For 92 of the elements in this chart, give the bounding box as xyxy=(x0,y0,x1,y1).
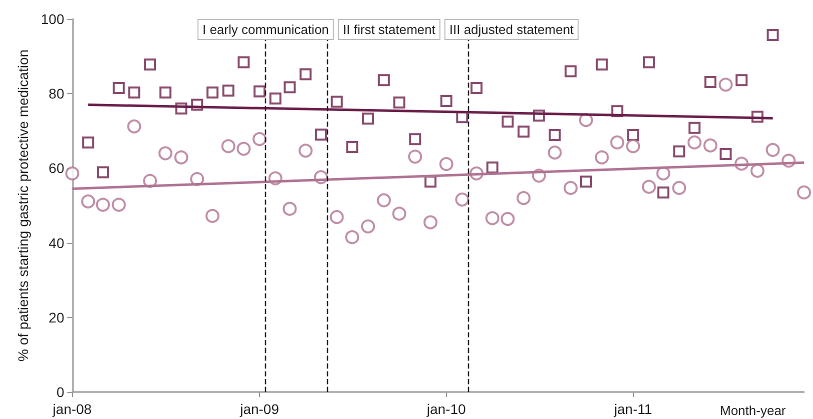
point xyxy=(548,129,561,142)
point xyxy=(673,145,686,158)
point xyxy=(159,86,172,98)
point xyxy=(252,132,267,146)
point xyxy=(128,86,140,98)
point xyxy=(314,128,327,141)
point xyxy=(610,135,624,150)
point xyxy=(96,198,110,212)
point xyxy=(750,164,764,178)
point xyxy=(594,150,609,164)
y-tick-label: 40 xyxy=(48,234,64,251)
point xyxy=(254,85,266,98)
point xyxy=(222,84,234,97)
point xyxy=(485,211,500,226)
point xyxy=(345,230,360,244)
y-tick-label: 20 xyxy=(48,309,64,326)
point xyxy=(409,133,422,146)
point xyxy=(502,116,514,128)
point xyxy=(596,58,608,71)
point xyxy=(144,58,156,71)
ref-line-label: III adjusted statement xyxy=(449,22,574,37)
point xyxy=(158,146,172,160)
point xyxy=(174,150,188,164)
point xyxy=(518,126,530,138)
point xyxy=(362,112,374,125)
point xyxy=(205,208,220,223)
point xyxy=(797,185,811,200)
point xyxy=(642,180,656,194)
point xyxy=(564,65,577,78)
ref-line-label: I early communication xyxy=(202,22,329,37)
point xyxy=(298,144,313,158)
point xyxy=(330,210,344,224)
point xyxy=(657,186,670,198)
y-tick-label: 80 xyxy=(48,86,64,102)
point xyxy=(393,96,406,109)
point xyxy=(704,76,716,88)
point xyxy=(330,96,343,108)
point xyxy=(206,86,218,98)
point xyxy=(688,135,702,150)
point xyxy=(408,150,422,164)
point xyxy=(766,142,780,157)
point xyxy=(361,219,376,234)
point xyxy=(736,74,748,86)
point xyxy=(81,194,96,208)
x-axis-title: Month-year xyxy=(720,403,786,418)
point xyxy=(112,82,125,94)
point xyxy=(703,138,718,152)
x-tick-label: jan-11 xyxy=(613,401,652,417)
x-tick-label: jan-08 xyxy=(52,401,92,417)
point xyxy=(300,68,312,80)
point xyxy=(580,176,592,188)
y-axis-title: % of patients starting gastric protective medication xyxy=(15,49,31,362)
point xyxy=(439,157,454,172)
point xyxy=(376,193,391,208)
x-tick-label: jan-10 xyxy=(426,401,466,417)
point xyxy=(82,136,94,148)
point xyxy=(392,206,406,221)
point xyxy=(112,198,126,212)
point xyxy=(642,56,655,68)
point xyxy=(548,146,562,160)
point xyxy=(65,166,80,180)
point xyxy=(500,212,515,226)
point xyxy=(486,161,498,174)
point xyxy=(718,78,733,92)
x-tick-label: jan-09 xyxy=(239,401,280,417)
point xyxy=(221,139,236,154)
point xyxy=(656,166,670,180)
point xyxy=(127,119,142,134)
point xyxy=(626,139,640,154)
point xyxy=(236,142,251,156)
point xyxy=(720,148,732,160)
ref-line-label: II first statement xyxy=(342,22,436,37)
point xyxy=(96,166,109,178)
point xyxy=(238,56,250,68)
point xyxy=(440,95,452,108)
point xyxy=(516,191,531,206)
point xyxy=(688,122,700,134)
point xyxy=(564,180,578,195)
y-tick-label: 0 xyxy=(56,384,64,400)
point xyxy=(284,81,296,94)
point xyxy=(470,82,483,94)
point xyxy=(346,140,358,153)
point xyxy=(423,215,438,230)
point xyxy=(269,92,282,104)
y-tick-label: 60 xyxy=(48,160,64,176)
point xyxy=(282,202,297,216)
y-tick-label: 100 xyxy=(40,11,64,27)
point xyxy=(627,129,640,142)
point xyxy=(455,192,470,207)
point xyxy=(672,180,686,195)
point xyxy=(766,29,779,42)
point xyxy=(378,74,390,86)
